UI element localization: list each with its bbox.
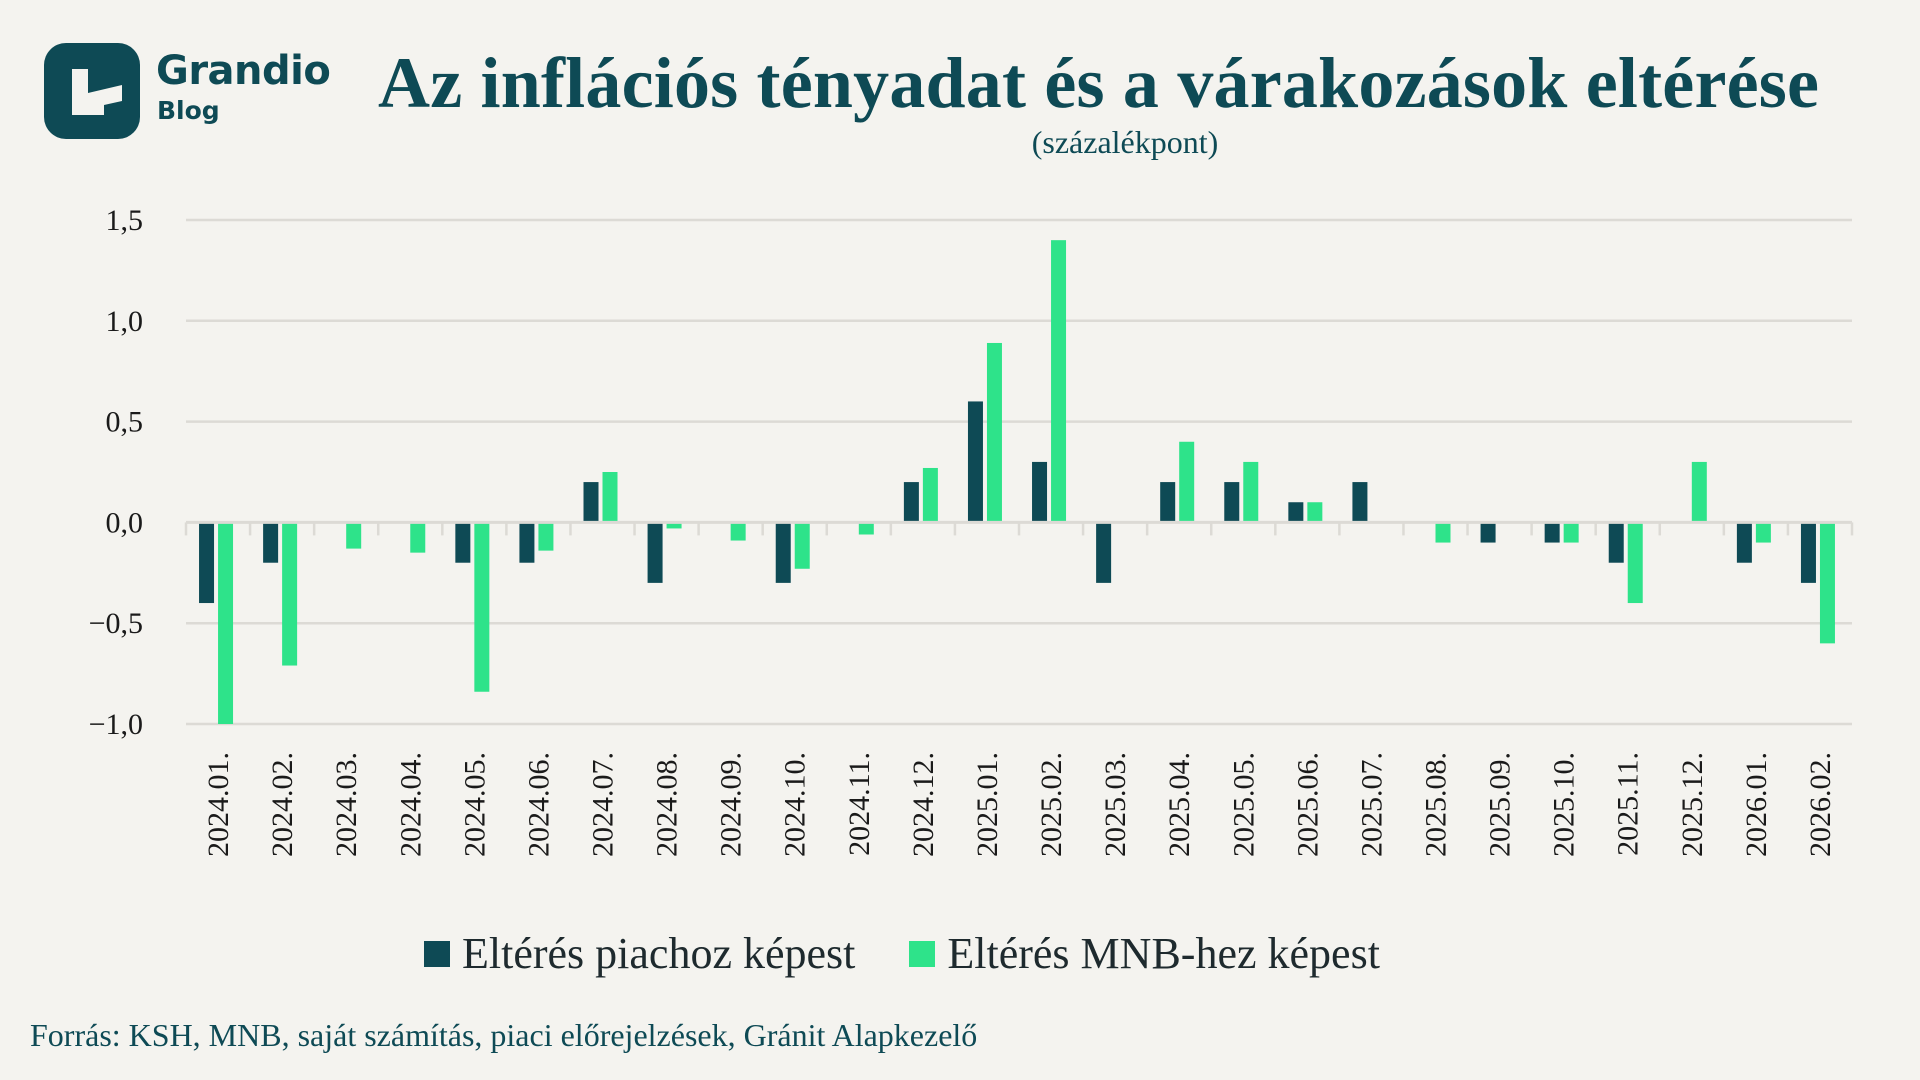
bars [199, 240, 1835, 724]
bar-mnb [730, 522, 746, 541]
bar-market [263, 522, 279, 563]
bar-mnb [410, 522, 426, 553]
bar-mnb [1179, 441, 1195, 523]
x-tick-label: 2025.02. [1035, 752, 1068, 857]
bar-market [199, 522, 215, 604]
bar-market [647, 522, 663, 583]
x-tick-label: 2024.12. [907, 752, 940, 857]
logo-name: Grandio [156, 48, 331, 94]
bar-market [775, 522, 791, 583]
bar-market [1160, 482, 1176, 523]
y-tick-label: 1,0 [106, 305, 144, 338]
y-tick-label: 0,5 [106, 406, 144, 439]
legend-swatch-market [424, 940, 450, 967]
bar-market [1288, 502, 1304, 523]
source-note: Forrás: KSH, MNB, saját számítás, piaci … [30, 1017, 978, 1053]
bar-mnb [218, 522, 234, 724]
x-tick-label: 2025.05. [1227, 752, 1260, 857]
bar-mnb [1435, 522, 1451, 543]
bar-mnb [282, 522, 298, 666]
y-tick-label: −0,5 [89, 607, 143, 640]
bar-mnb [538, 522, 554, 551]
bar-mnb [346, 522, 362, 549]
x-tick-label: 2026.02. [1804, 752, 1837, 857]
chart-title: Az inflációs tényadat és a várakozások e… [378, 43, 1820, 123]
x-tick-label: 2024.02. [266, 752, 299, 857]
x-tick-label: 2025.10. [1548, 752, 1581, 857]
legend-item-mnb: Eltérés MNB-hez képest [909, 928, 1380, 979]
bar-mnb [1563, 522, 1579, 543]
x-axis-tick-labels: 2024.01. 2024.02. 2024.03. 2024.04. 2024.05.… [202, 752, 1837, 857]
x-tick-label: 2025.01. [971, 752, 1004, 857]
x-tick-label: 2024.01. [202, 752, 235, 857]
x-tick-label: 2025.11. [1612, 752, 1645, 856]
bar-market [455, 522, 471, 563]
y-tick-label: 1,5 [106, 204, 144, 237]
bar-market [1736, 522, 1752, 563]
x-tick-label: 2024.11. [843, 752, 876, 856]
x-tick-label: 2025.08. [1420, 752, 1453, 857]
bar-market [1800, 522, 1816, 583]
bar-mnb [922, 467, 938, 523]
x-tick-label: 2026.01. [1740, 752, 1773, 857]
bar-mnb [602, 472, 618, 523]
bar-market [1608, 522, 1624, 563]
x-tick-label: 2024.08. [651, 752, 684, 857]
grandio-logo-icon [44, 43, 140, 139]
bar-market [1224, 482, 1240, 523]
legend-item-market: Eltérés piachoz képest [424, 928, 855, 979]
x-tick-label: 2025.06. [1291, 752, 1324, 857]
legend-swatch-mnb [909, 940, 936, 967]
bar-market [1032, 461, 1048, 523]
bar-mnb [858, 522, 874, 535]
bar-mnb [1819, 522, 1835, 644]
x-axis [184, 520, 1854, 536]
x-tick-label: 2025.04. [1163, 752, 1196, 857]
bar-mnb [1691, 461, 1707, 523]
bar-mnb [1755, 522, 1771, 543]
x-tick-label: 2024.06. [522, 752, 555, 857]
bar-mnb [1051, 240, 1067, 523]
bar-market [1096, 522, 1112, 583]
bar-mnb [1243, 461, 1259, 523]
y-tick-label: −1,0 [89, 708, 143, 741]
bar-market [1480, 522, 1496, 543]
bar-mnb [474, 522, 490, 692]
bar-mnb [1627, 522, 1643, 604]
bar-market [1352, 482, 1368, 523]
legend: Eltérés piachoz képest Eltérés MNB-hez k… [424, 928, 1380, 979]
bar-market [519, 522, 535, 563]
chart-subtitle: (százalékpont) [1031, 124, 1219, 160]
bar-mnb [666, 522, 682, 529]
y-tick-label: 0,0 [106, 506, 144, 539]
x-tick-label: 2025.12. [1676, 752, 1709, 857]
bar-mnb [1307, 502, 1323, 523]
x-tick-label: 2024.04. [394, 752, 427, 857]
logo-subtitle: Blog [157, 96, 220, 125]
x-tick-label: 2025.09. [1484, 752, 1517, 857]
x-tick-label: 2024.09. [715, 752, 748, 857]
bar-market [903, 482, 919, 523]
x-tick-label: 2024.03. [330, 752, 363, 857]
bar-market [967, 401, 983, 523]
x-tick-label: 2024.10. [779, 752, 812, 857]
y-axis-ticks: 1,5 1,0 0,5 0,0 −0,5 −1,0 [89, 204, 143, 741]
x-tick-label: 2025.03. [1099, 752, 1132, 857]
bar-mnb [986, 342, 1002, 523]
bar-mnb [794, 522, 810, 569]
x-tick-label: 2024.07. [587, 752, 620, 857]
x-tick-label: 2024.05. [458, 752, 491, 857]
gridlines [186, 218, 1852, 726]
x-tick-label: 2025.07. [1355, 752, 1388, 857]
bar-market [583, 482, 599, 523]
bar-market [1544, 522, 1560, 543]
legend-label-mnb: Eltérés MNB-hez képest [947, 929, 1380, 978]
legend-label-market: Eltérés piachoz képest [462, 929, 856, 978]
bar-chart: 1,51,00,50,0−0,5−1,0 2024.01. 2024.02. 202… [89, 204, 1854, 857]
